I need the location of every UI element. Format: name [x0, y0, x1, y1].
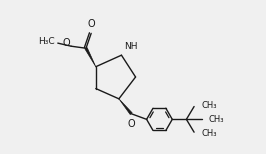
Text: O: O — [88, 19, 95, 29]
Text: CH₃: CH₃ — [201, 129, 217, 138]
Text: O: O — [128, 119, 136, 129]
Polygon shape — [119, 99, 132, 115]
Text: CH₃: CH₃ — [209, 115, 225, 124]
Text: H₃C: H₃C — [39, 37, 55, 46]
Text: O: O — [62, 38, 70, 48]
Text: NH: NH — [124, 42, 138, 51]
Text: CH₃: CH₃ — [201, 101, 217, 110]
Polygon shape — [85, 48, 96, 67]
